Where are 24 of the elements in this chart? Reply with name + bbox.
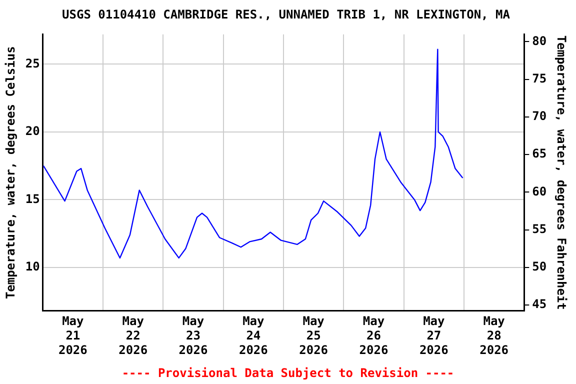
y-tick-label: 15 (25, 192, 40, 206)
chart-title: USGS 01104410 CAMBRIDGE RES., UNNAMED TRIB 1, NR LEXINGTON, MA (62, 7, 511, 22)
y2-tick-label: 50 (532, 260, 547, 274)
x-tick-label: May 28 2026 (480, 314, 509, 357)
y2-tick-label: 80 (532, 34, 547, 48)
x-tick-label: May 21 2026 (58, 314, 88, 357)
x-tick-label: May 27 2026 (419, 314, 448, 357)
x-tick-label: May 26 2026 (359, 314, 388, 357)
y-axis-title: Temperature, water, degrees Celsius (3, 46, 18, 300)
x-tick-label: May 23 2026 (178, 314, 208, 357)
x-tick-label: May 22 2026 (118, 314, 148, 357)
y-tick-label: 20 (25, 124, 40, 138)
y2-tick-label: 55 (532, 222, 547, 236)
y2-tick-label: 75 (532, 71, 547, 86)
y2-tick-label: 65 (532, 146, 547, 161)
y2-tick-label: 70 (532, 109, 547, 124)
x-tick-label: May 25 2026 (299, 314, 328, 357)
y2-axis-title: Temperature, water, degrees Fahrenheit (554, 35, 569, 310)
text: ---- Provisional Data Subject to Revision ---- (120, 366, 456, 380)
x-tick-label: May 24 2026 (238, 314, 268, 357)
y-tick-label: 10 (25, 260, 40, 274)
y2-tick-label: 45 (532, 297, 547, 312)
y-tick-label: 25 (25, 56, 40, 70)
y2-tick-label: 60 (532, 184, 547, 198)
